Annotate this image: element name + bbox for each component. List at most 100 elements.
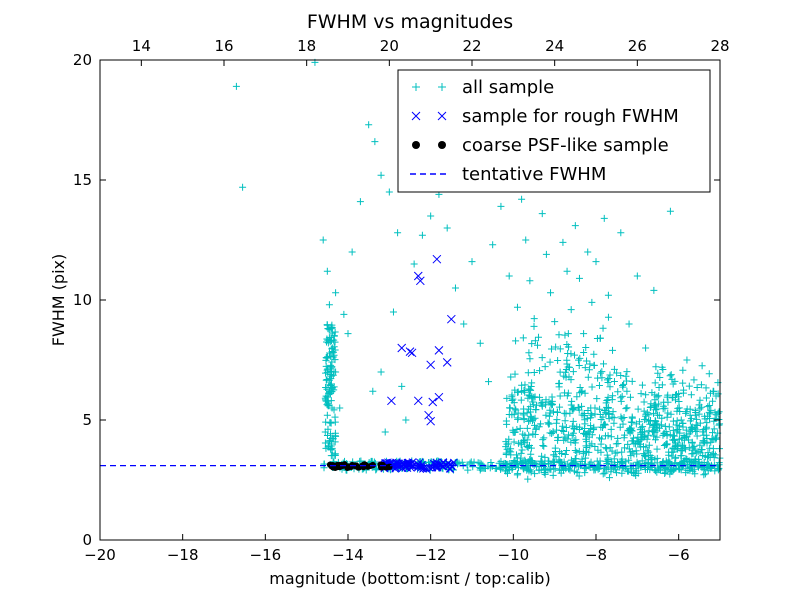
all-sample-point — [661, 422, 669, 430]
all-sample-point — [567, 401, 575, 409]
all-sample-point — [715, 459, 723, 467]
all-sample-point — [676, 460, 684, 468]
all-sample-point — [692, 421, 700, 429]
all-sample-point — [604, 432, 612, 440]
all-sample-point — [564, 389, 572, 397]
all-sample-point — [688, 450, 696, 458]
all-sample-point — [624, 440, 632, 448]
all-sample-point — [666, 372, 674, 380]
all-sample-point — [348, 248, 356, 256]
all-sample-point — [598, 368, 606, 376]
all-sample-point — [599, 413, 607, 421]
all-sample-point — [330, 351, 338, 359]
rough-sample-point — [426, 416, 436, 426]
rough-sample-point — [407, 348, 417, 358]
all-sample-point — [587, 422, 595, 430]
all-sample-point — [709, 429, 716, 437]
all-sample-point — [566, 409, 574, 417]
rough-sample-point — [447, 462, 456, 471]
all-sample-point — [506, 404, 514, 412]
all-sample-point — [711, 414, 719, 422]
all-sample-point — [635, 437, 643, 445]
all-sample-point — [604, 457, 612, 465]
all-sample-point — [679, 420, 687, 428]
all-sample-point — [710, 425, 718, 433]
all-sample-point — [654, 464, 662, 472]
rough-sample-point — [426, 360, 436, 370]
all-sample-point — [697, 403, 705, 411]
all-sample-point — [542, 250, 550, 258]
all-sample-point — [539, 442, 547, 450]
rough-sample-point — [413, 271, 423, 281]
all-sample-point — [602, 466, 610, 474]
all-sample-point — [565, 431, 573, 439]
all-sample-point — [609, 392, 617, 400]
all-sample-point — [508, 465, 516, 473]
all-sample-point — [531, 337, 539, 345]
all-sample-point — [542, 411, 550, 419]
all-sample-point — [511, 370, 519, 378]
all-sample-point — [544, 457, 552, 465]
all-sample-point — [641, 412, 649, 420]
all-sample-point — [676, 408, 684, 416]
all-sample-point — [623, 387, 631, 395]
all-sample-point — [328, 385, 336, 393]
all-sample-point — [546, 429, 554, 437]
all-sample-point — [707, 406, 715, 414]
all-sample-point — [619, 383, 627, 391]
all-sample-point — [627, 418, 635, 426]
all-sample-point — [476, 339, 484, 347]
all-sample-point — [560, 372, 568, 380]
all-sample-point — [652, 406, 660, 414]
all-sample-point — [518, 387, 526, 395]
all-sample-point — [675, 435, 683, 443]
all-sample-point — [699, 451, 707, 459]
all-sample-point — [668, 394, 676, 402]
all-sample-point — [646, 466, 654, 474]
all-sample-point — [572, 436, 580, 444]
all-sample-point — [653, 411, 661, 419]
all-sample-point — [561, 368, 569, 376]
all-sample-point — [702, 425, 710, 433]
all-sample-point — [669, 466, 677, 474]
all-sample-point — [398, 382, 406, 390]
all-sample-point — [644, 431, 652, 439]
all-sample-point — [604, 313, 612, 321]
all-sample-point — [499, 461, 507, 469]
all-sample-point — [619, 420, 627, 428]
all-sample-point — [562, 423, 570, 431]
all-sample-point — [711, 467, 719, 475]
all-sample-point — [690, 376, 698, 384]
all-sample-point — [510, 438, 518, 446]
all-sample-point — [623, 377, 631, 385]
all-sample-point — [587, 414, 595, 422]
all-sample-point — [596, 334, 604, 342]
all-sample-point — [646, 420, 654, 428]
all-sample-point — [693, 426, 701, 434]
all-sample-point — [516, 424, 524, 432]
all-sample-point — [521, 381, 529, 389]
all-sample-point — [627, 452, 635, 460]
all-sample-point — [663, 430, 671, 438]
all-sample-point — [585, 448, 593, 456]
top-tick-label: 28 — [710, 37, 729, 55]
all-sample-point — [691, 406, 699, 414]
all-sample-point — [582, 344, 590, 352]
x-tick-label: −10 — [498, 546, 530, 564]
all-sample-point — [517, 449, 525, 457]
all-sample-point — [687, 428, 695, 436]
rough-sample-point — [434, 392, 444, 402]
all-sample-point — [547, 289, 555, 297]
all-sample-point — [571, 222, 579, 230]
all-sample-point — [599, 470, 607, 478]
all-sample-point — [520, 436, 528, 444]
all-sample-point — [706, 410, 714, 418]
all-sample-point — [588, 431, 596, 439]
all-sample-point — [546, 409, 554, 417]
all-sample-point — [537, 420, 545, 428]
all-sample-point — [468, 258, 476, 266]
all-sample-point — [645, 455, 653, 463]
all-sample-point — [702, 431, 710, 439]
all-sample-point — [517, 396, 525, 404]
all-sample-point — [622, 465, 630, 473]
